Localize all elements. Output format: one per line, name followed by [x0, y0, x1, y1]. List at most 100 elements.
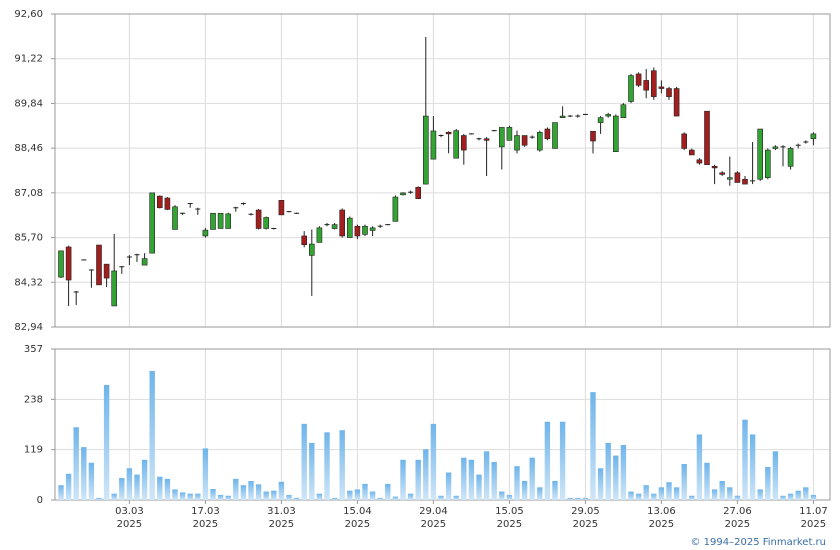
- candle-body: [650, 70, 657, 97]
- volume-bar: [347, 490, 353, 500]
- x-tick-year: 2025: [497, 519, 522, 530]
- x-tick-year: 2025: [421, 519, 446, 530]
- volume-bar: [727, 487, 733, 500]
- volume-bar: [286, 494, 292, 500]
- volume-bar: [415, 459, 421, 500]
- volume-bar: [537, 487, 543, 500]
- volume-bar: [377, 497, 383, 500]
- candle-body: [719, 172, 726, 175]
- candle-body: [126, 256, 132, 258]
- volume-bar: [331, 497, 338, 500]
- y-tick-label: 84,32: [14, 277, 43, 288]
- candle-body: [643, 80, 650, 91]
- volume-bar: [765, 467, 771, 500]
- y-tick-label: 88,46: [14, 143, 43, 154]
- candle-body: [210, 212, 216, 230]
- volume-bar: [613, 455, 619, 500]
- x-tick-label: 13.06: [647, 506, 676, 517]
- candle-body: [529, 136, 535, 138]
- candle-body: [506, 127, 513, 141]
- volume-bar: [468, 459, 475, 500]
- candle-body: [294, 212, 300, 214]
- y-tick-label: 91,22: [14, 54, 43, 65]
- volume-bar: [255, 484, 262, 500]
- candle-body: [666, 88, 672, 97]
- volume-bar: [749, 434, 756, 500]
- candle-body: [711, 165, 718, 169]
- candle-body: [111, 270, 117, 307]
- x-tick-label: 17.03: [191, 506, 220, 517]
- candle-body: [483, 138, 490, 141]
- volume-bar: [58, 485, 64, 500]
- candle-body: [286, 211, 292, 213]
- volume-bar: [711, 489, 718, 500]
- candle-body: [590, 130, 596, 142]
- candle-body: [635, 73, 642, 86]
- candle-body: [134, 254, 140, 256]
- volume-bar: [96, 497, 102, 500]
- volume-bar: [369, 491, 376, 500]
- volume-bar: [134, 474, 140, 500]
- volume-bar: [88, 462, 95, 500]
- volume-bar: [704, 462, 710, 500]
- volume-bar: [719, 480, 725, 500]
- candle-body: [65, 246, 72, 281]
- volume-bar: [423, 449, 429, 500]
- candle-body: [734, 172, 741, 183]
- y-tick-label: 357: [24, 344, 43, 355]
- candle-body: [620, 104, 627, 118]
- candle-body: [795, 144, 801, 146]
- x-tick-year: 2025: [269, 519, 294, 530]
- candle-body: [96, 244, 102, 286]
- volume-bar: [681, 464, 687, 500]
- x-tick-year: 2025: [573, 519, 598, 530]
- candle-body: [772, 146, 779, 149]
- volume-bar: [506, 494, 513, 500]
- volume-bar: [453, 495, 459, 500]
- volume-bar: [734, 495, 741, 500]
- volume-bar: [240, 485, 247, 500]
- x-tick-year: 2025: [649, 519, 674, 530]
- candle-body: [757, 128, 764, 180]
- volume-bar: [407, 493, 414, 500]
- volume-bar: [483, 451, 490, 500]
- candle-body: [385, 224, 391, 226]
- candle-body: [559, 115, 566, 118]
- volume-bar: [795, 490, 801, 500]
- candle-body: [233, 207, 239, 209]
- x-tick-label: 15.04: [343, 506, 372, 517]
- candle-body: [301, 235, 308, 245]
- volume-bar: [217, 494, 224, 500]
- volume-bar: [141, 459, 148, 500]
- candle-body: [498, 127, 505, 148]
- volume-bar: [696, 434, 703, 500]
- volume-bar: [605, 442, 611, 500]
- volume-bar: [103, 384, 110, 500]
- candle-body: [157, 195, 163, 209]
- candle-body: [339, 209, 346, 237]
- volume-bar: [111, 493, 117, 500]
- x-tick-year: 2025: [117, 519, 142, 530]
- volume-bar: [202, 448, 209, 500]
- candle-body: [476, 138, 482, 140]
- candle-body: [810, 133, 817, 140]
- volume-bar: [293, 497, 300, 500]
- volume-bar: [278, 481, 285, 500]
- volume-bar: [628, 491, 634, 500]
- volume-bar: [438, 495, 444, 500]
- volume-bar: [643, 485, 649, 500]
- volume-bar: [476, 474, 482, 500]
- plot-frame: [54, 13, 831, 328]
- volume-bar: [172, 489, 178, 500]
- x-tick-year: 2025: [193, 519, 218, 530]
- volume-bar: [658, 487, 665, 500]
- x-tick-label: 11.07: [799, 506, 828, 517]
- candle-body: [704, 110, 710, 165]
- x-tick-label: 15.05: [495, 506, 524, 517]
- candle-body: [255, 209, 262, 229]
- volume-bar: [582, 497, 589, 500]
- candle-body: [172, 206, 178, 230]
- candle-body: [119, 266, 125, 268]
- volume-bar: [544, 421, 551, 500]
